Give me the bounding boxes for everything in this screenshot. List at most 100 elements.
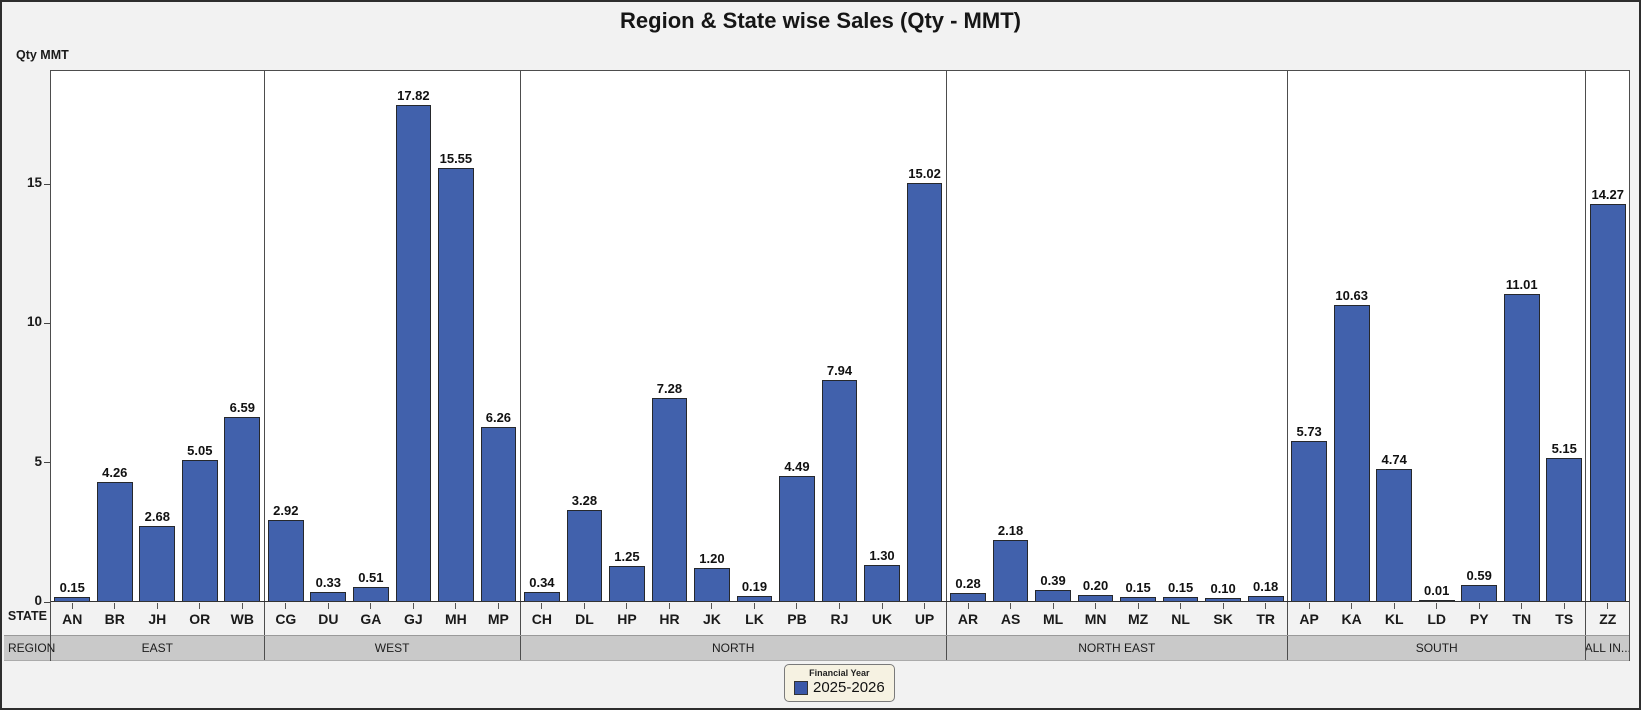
bar-slot-kl: 4.74 (1373, 71, 1416, 601)
region-panel-south: 5.73 10.63 4.74 0.01 0.59 11.01 5.15 (1287, 71, 1587, 601)
state-cell-ld: LD (1415, 602, 1458, 635)
bars-row: 0.15 4.26 2.68 5.05 6.59 2.92 0.33 0.51 17.82 15.… (51, 70, 1629, 602)
state-label: KL (1384, 611, 1404, 627)
bar-ml[interactable] (1035, 590, 1071, 601)
bar-ld[interactable] (1418, 600, 1455, 601)
bar-uk[interactable] (864, 564, 900, 601)
bar-mn[interactable] (1077, 595, 1114, 601)
bar-ap[interactable] (1291, 441, 1327, 601)
bar-hr[interactable] (651, 398, 688, 601)
bar-mz[interactable] (1120, 596, 1156, 601)
x-tick-mark (1351, 603, 1353, 609)
bar-sk[interactable] (1205, 598, 1241, 601)
x-tick-mark (455, 603, 457, 609)
bar-slot-mz: 0.15 (1117, 71, 1160, 601)
region-label-north-east: NORTH EAST (947, 636, 1288, 660)
bar-dl[interactable] (566, 509, 603, 601)
x-tick-mark (327, 603, 329, 609)
x-tick-mark (1308, 603, 1310, 609)
bar-value-label: 0.18 (1252, 579, 1279, 594)
state-cell-rj: RJ (818, 602, 861, 635)
state-cell-up: UP (903, 602, 946, 635)
bar-ka[interactable] (1333, 304, 1370, 601)
x-tick-mark (412, 603, 414, 609)
bar-cg[interactable] (267, 519, 304, 601)
bar-slot-nl: 0.15 (1159, 71, 1202, 601)
region-panel-east: 0.15 4.26 2.68 5.05 6.59 (51, 71, 265, 601)
bar-lk[interactable] (736, 595, 773, 601)
bar-du[interactable] (310, 591, 347, 601)
bar-value-label: 0.33 (315, 574, 341, 590)
bar-value-label: 14.27 (1591, 186, 1625, 202)
bar-jh[interactable] (139, 526, 176, 601)
state-label: OR (189, 611, 211, 627)
bar-value-label: 11.01 (1505, 277, 1538, 293)
bar-value-label: 0.34 (529, 574, 555, 590)
state-cell-ar: AR (947, 602, 990, 635)
bar-mp[interactable] (480, 426, 517, 601)
bar-py[interactable] (1461, 584, 1498, 601)
state-cell-ml: ML (1032, 602, 1075, 635)
bar-slot-uk: 1.30 (861, 71, 904, 601)
bar-or[interactable] (181, 460, 218, 601)
bar-value-label: 5.05 (187, 443, 213, 459)
bar-up[interactable] (906, 182, 943, 601)
bar-value-label: 6.59 (229, 400, 255, 416)
x-tick-mark (753, 603, 755, 609)
region-label-south: SOUTH (1288, 636, 1587, 660)
bar-rj[interactable] (821, 379, 858, 601)
x-tick-mark (199, 603, 201, 609)
bar-wb[interactable] (224, 417, 261, 601)
bar-value-label: 0.01 (1424, 583, 1450, 598)
state-axis-row: AN BR JH OR WB CG DU GA GJ MH MP CH DL HP HR JK LK PB RJ UK… (51, 602, 1629, 635)
chart-title: Region & State wise Sales (Qty - MMT) (620, 8, 1021, 33)
bar-ts[interactable] (1546, 457, 1583, 601)
legend-box: Financial Year 2025-2026 (784, 664, 895, 702)
state-label-panel: AP KA KL LD PY TN TS (1288, 602, 1587, 635)
bar-value-label: 0.51 (358, 569, 384, 585)
bar-tr[interactable] (1247, 596, 1284, 601)
bar-hp[interactable] (609, 566, 645, 601)
bar-ch[interactable] (524, 591, 560, 601)
state-label: CH (531, 611, 553, 627)
bar-jk[interactable] (694, 567, 730, 601)
bar-value-label: 7.28 (656, 381, 683, 397)
legend-item[interactable]: 2025-2026 (794, 679, 885, 696)
bar-pb[interactable] (779, 475, 815, 601)
bar-mh[interactable] (438, 167, 474, 601)
bar-tn[interactable] (1503, 294, 1540, 601)
bar-an[interactable] (54, 596, 91, 601)
bar-slot-rj: 7.94 (818, 71, 861, 601)
x-tick-mark (156, 603, 158, 609)
region-panel-north: 0.34 3.28 1.25 7.28 1.20 0.19 4.49 7.94 1.30 15.0… (520, 71, 947, 601)
x-tick-mark (1180, 603, 1182, 609)
bar-value-label: 1.25 (614, 549, 640, 565)
state-cell-kl: KL (1373, 602, 1416, 635)
state-cell-mp: MP (477, 602, 520, 635)
bar-zz[interactable] (1589, 203, 1626, 601)
bar-ar[interactable] (950, 593, 986, 601)
state-cell-mn: MN (1074, 602, 1117, 635)
bar-value-label: 0.39 (1040, 573, 1066, 589)
region-panel-west: 2.92 0.33 0.51 17.82 15.55 6.26 (264, 71, 521, 601)
x-tick-mark (881, 603, 883, 609)
state-label: LD (1427, 611, 1447, 627)
x-tick-mark (71, 603, 73, 609)
state-label: MZ (1127, 611, 1149, 627)
state-cell-tr: TR (1244, 602, 1287, 635)
x-tick-mark (711, 603, 713, 609)
bar-slot-mh: 15.55 (435, 71, 478, 601)
bar-kl[interactable] (1376, 468, 1413, 601)
x-tick-mark (668, 603, 670, 609)
bar-value-label: 0.59 (1466, 567, 1492, 583)
state-label: HR (659, 611, 680, 627)
region-header-label: REGION (8, 641, 56, 655)
bar-as[interactable] (992, 540, 1029, 601)
bar-br[interactable] (96, 482, 133, 601)
bar-ga[interactable] (353, 586, 389, 601)
bar-nl[interactable] (1162, 596, 1199, 601)
bar-slot-up: 15.02 (903, 71, 946, 601)
state-label: GA (360, 611, 382, 627)
bar-gj[interactable] (395, 104, 432, 601)
bar-slot-ka: 10.63 (1330, 71, 1373, 601)
